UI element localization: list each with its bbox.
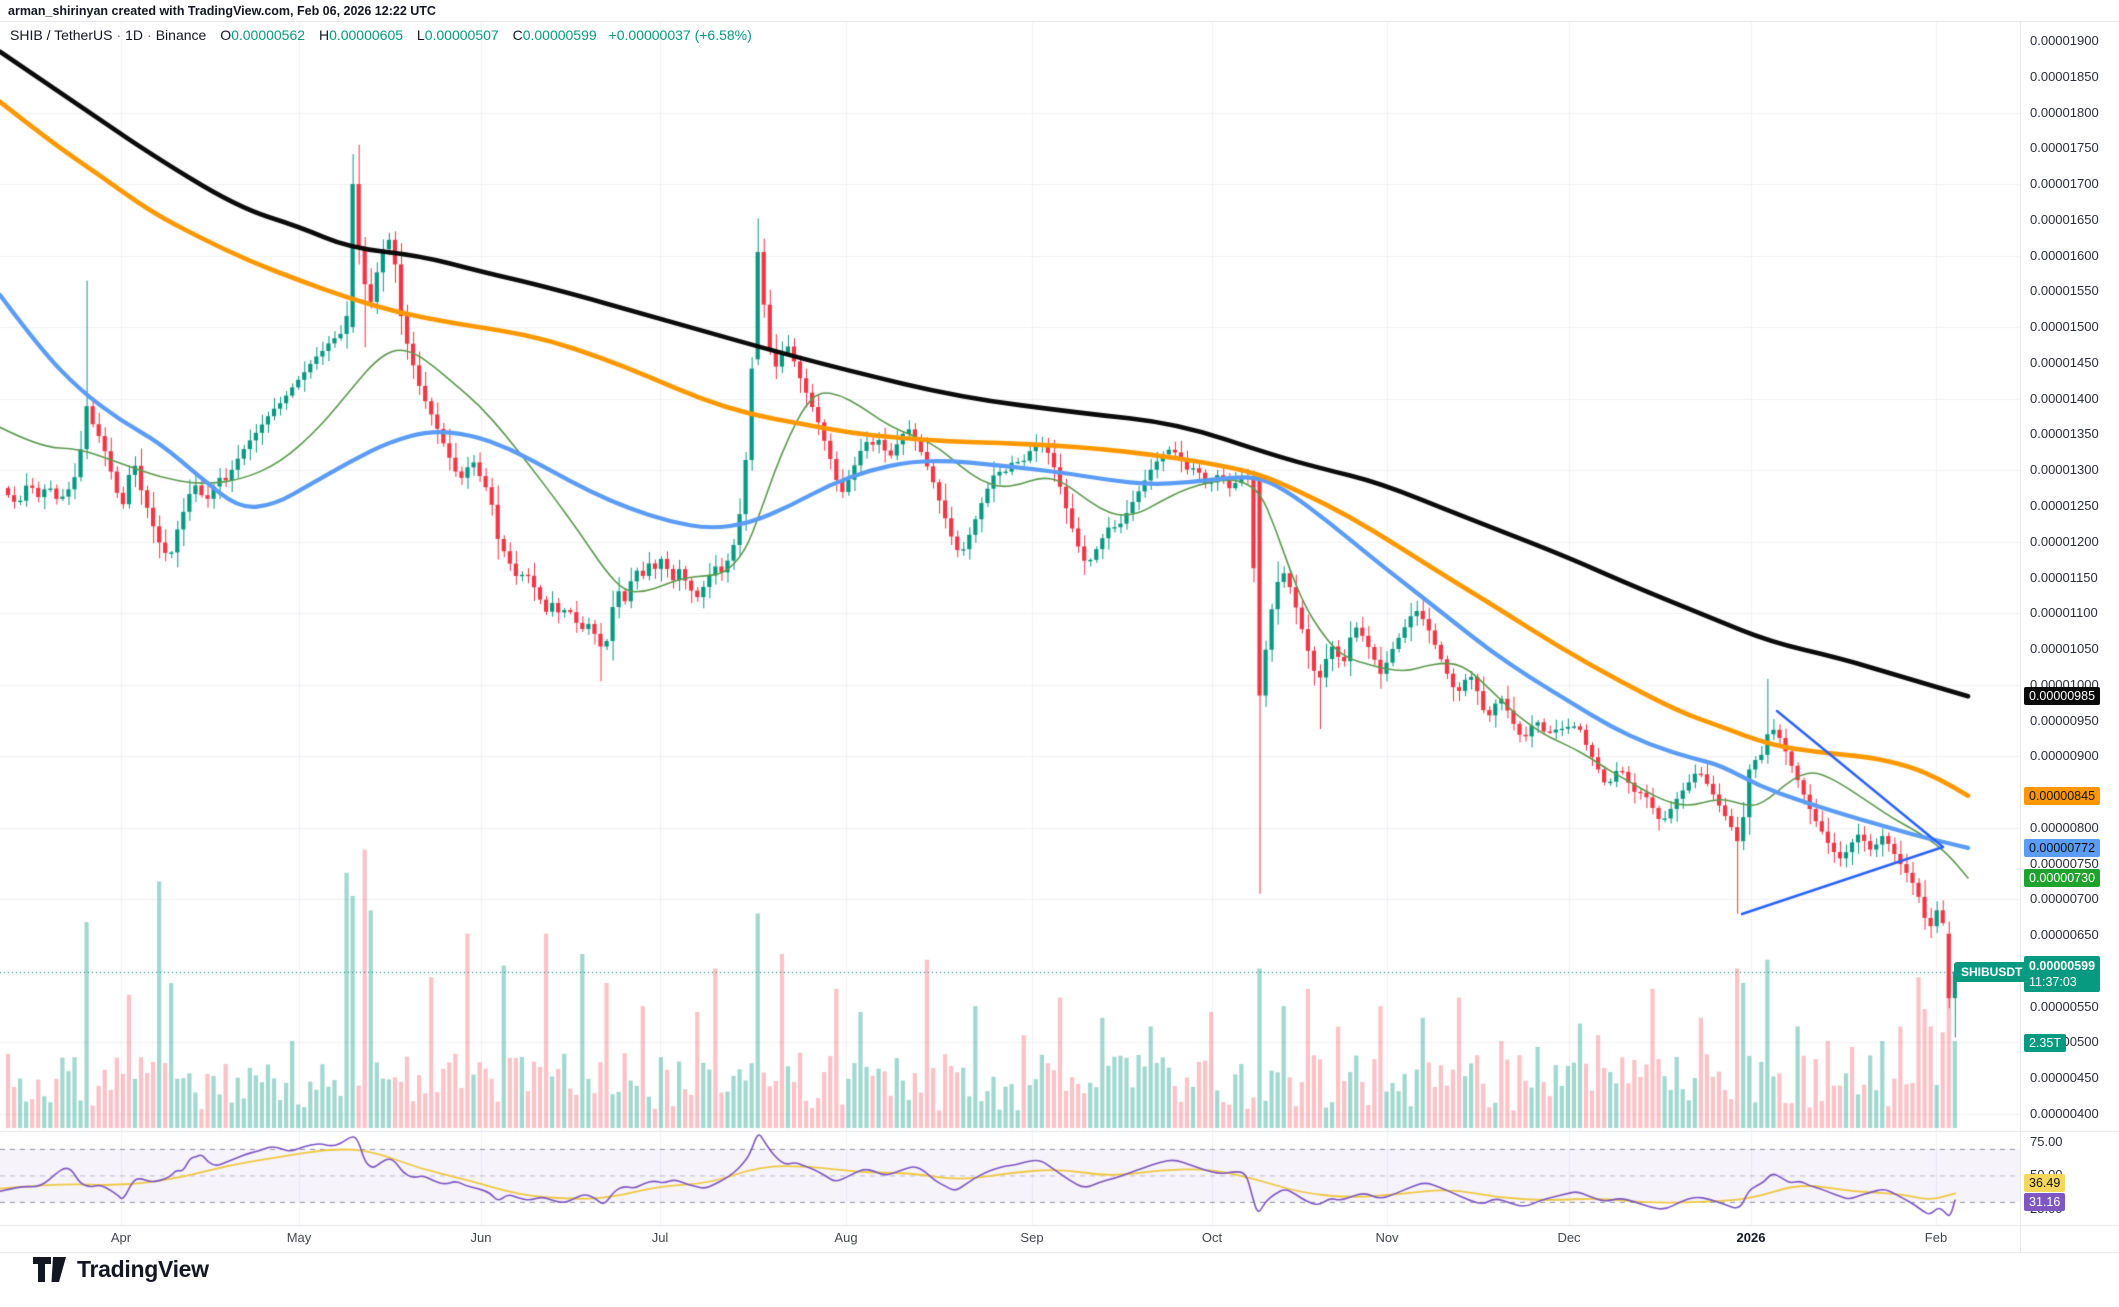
- rsi-axis-label: 75.00: [2030, 1134, 2063, 1150]
- price-axis-label: 0.00001800: [2030, 104, 2099, 120]
- rsi-value-badge: 36.49: [2024, 1174, 2066, 1192]
- price-axis-label: 0.00001200: [2030, 533, 2099, 549]
- price-axis-label: 0.00001700: [2030, 176, 2099, 192]
- price-axis-label: 0.00001350: [2030, 426, 2099, 442]
- price-axis-label: 0.00001450: [2030, 354, 2099, 370]
- tradingview-logo-text: TradingView: [77, 1256, 209, 1282]
- rsi-value-badge: 31.16: [2024, 1193, 2066, 1211]
- time-axis-label: May: [286, 1230, 312, 1245]
- price-axis-label: 0.00001100: [2030, 605, 2098, 621]
- time-axis-label: 2026: [1736, 1230, 1766, 1245]
- price-axis-label: 0.00000400: [2030, 1106, 2099, 1121]
- volume-badge: 2.35T: [2024, 1034, 2066, 1052]
- low-value: 0.00000507: [424, 27, 499, 43]
- low-label: L: [416, 27, 425, 43]
- price-axis-label: 0.00001650: [2030, 211, 2099, 227]
- price-axis-border: [2020, 22, 2021, 1252]
- time-axis-label: Aug: [834, 1230, 858, 1245]
- legend-separator: ·: [116, 27, 122, 43]
- price-axis-label: 0.00000450: [2030, 1070, 2099, 1086]
- tradingview-logo-icon: [33, 1257, 66, 1282]
- attribution-bar: arman_shirinyan created with TradingView…: [0, 0, 2119, 22]
- price-axis-label: 0.00000650: [2030, 927, 2099, 943]
- current-price-badge: 0.00000599 11:37:03: [2024, 955, 2101, 992]
- price-axis-label: 0.00001900: [2030, 33, 2099, 48]
- legend-separator: ·: [147, 27, 152, 43]
- time-axis-label: Dec: [1557, 1230, 1581, 1245]
- time-axis-label: Jun: [470, 1230, 492, 1245]
- price-axis-label: 0.00001250: [2030, 497, 2099, 513]
- time-axis-label: Nov: [1375, 1230, 1399, 1245]
- price-axis-label: 0.00001850: [2030, 68, 2099, 84]
- price-axis-label: 0.00001150: [2030, 569, 2098, 585]
- price-level-badge: 0.00000845: [2024, 786, 2101, 805]
- price-axis-label: 0.00001600: [2030, 247, 2099, 263]
- time-axis-label: Jul: [651, 1230, 669, 1245]
- price-level-badge: 0.00000730: [2024, 868, 2101, 887]
- interval-label: 1D: [125, 27, 144, 43]
- price-axis-label: 0.00000750: [2030, 855, 2099, 871]
- time-axis-label: Oct: [1201, 1230, 1223, 1245]
- close-label: C: [512, 27, 523, 43]
- time-axis-label: Sep: [1020, 1230, 1044, 1245]
- close-value: 0.00000599: [522, 27, 597, 43]
- symbol-price-tag: SHIBUSDT: [1954, 961, 2030, 982]
- price-axis-label: 0.00001550: [2030, 283, 2099, 299]
- symbol-title: SHIB / TetherUS: [10, 27, 113, 43]
- price-axis-label: 0.00001050: [2030, 641, 2099, 657]
- price-axis-label: 0.00000550: [2030, 998, 2099, 1014]
- price-axis-label: 0.00000950: [2030, 712, 2099, 728]
- symbol-legend: SHIB / TetherUS · 1D · Binance O0.00000562 H…: [10, 27, 752, 43]
- price-axis-label: 0.00000800: [2030, 819, 2099, 835]
- price-axis-label: 0.00000700: [2030, 891, 2099, 907]
- price-axis-label: 0.00000900: [2030, 748, 2099, 764]
- price-axis-label: 0.00001500: [2030, 319, 2099, 335]
- change-value: +0.00000037 (+6.58%): [608, 27, 752, 43]
- exchange-label: Binance: [155, 27, 207, 43]
- current-price-value: 0.00000599: [2029, 958, 2096, 973]
- price-axis-label: 0.00001300: [2030, 462, 2099, 478]
- tradingview-logo[interactable]: TradingView: [33, 1256, 209, 1283]
- price-level-badge: 0.00000772: [2024, 838, 2101, 857]
- time-axis-label: Feb: [1924, 1230, 1948, 1245]
- high-label: H: [318, 27, 330, 43]
- open-label: O: [220, 27, 232, 43]
- price-axis-label: 0.00001400: [2030, 390, 2099, 406]
- time-axis-label: Apr: [110, 1230, 132, 1245]
- high-value: 0.00000605: [329, 27, 404, 43]
- price-axis-label: 0.00001750: [2030, 140, 2099, 156]
- bar-countdown: 11:37:03: [2029, 974, 2077, 989]
- open-value: 0.00000562: [231, 27, 306, 43]
- price-level-badge: 0.00000985: [2024, 686, 2101, 705]
